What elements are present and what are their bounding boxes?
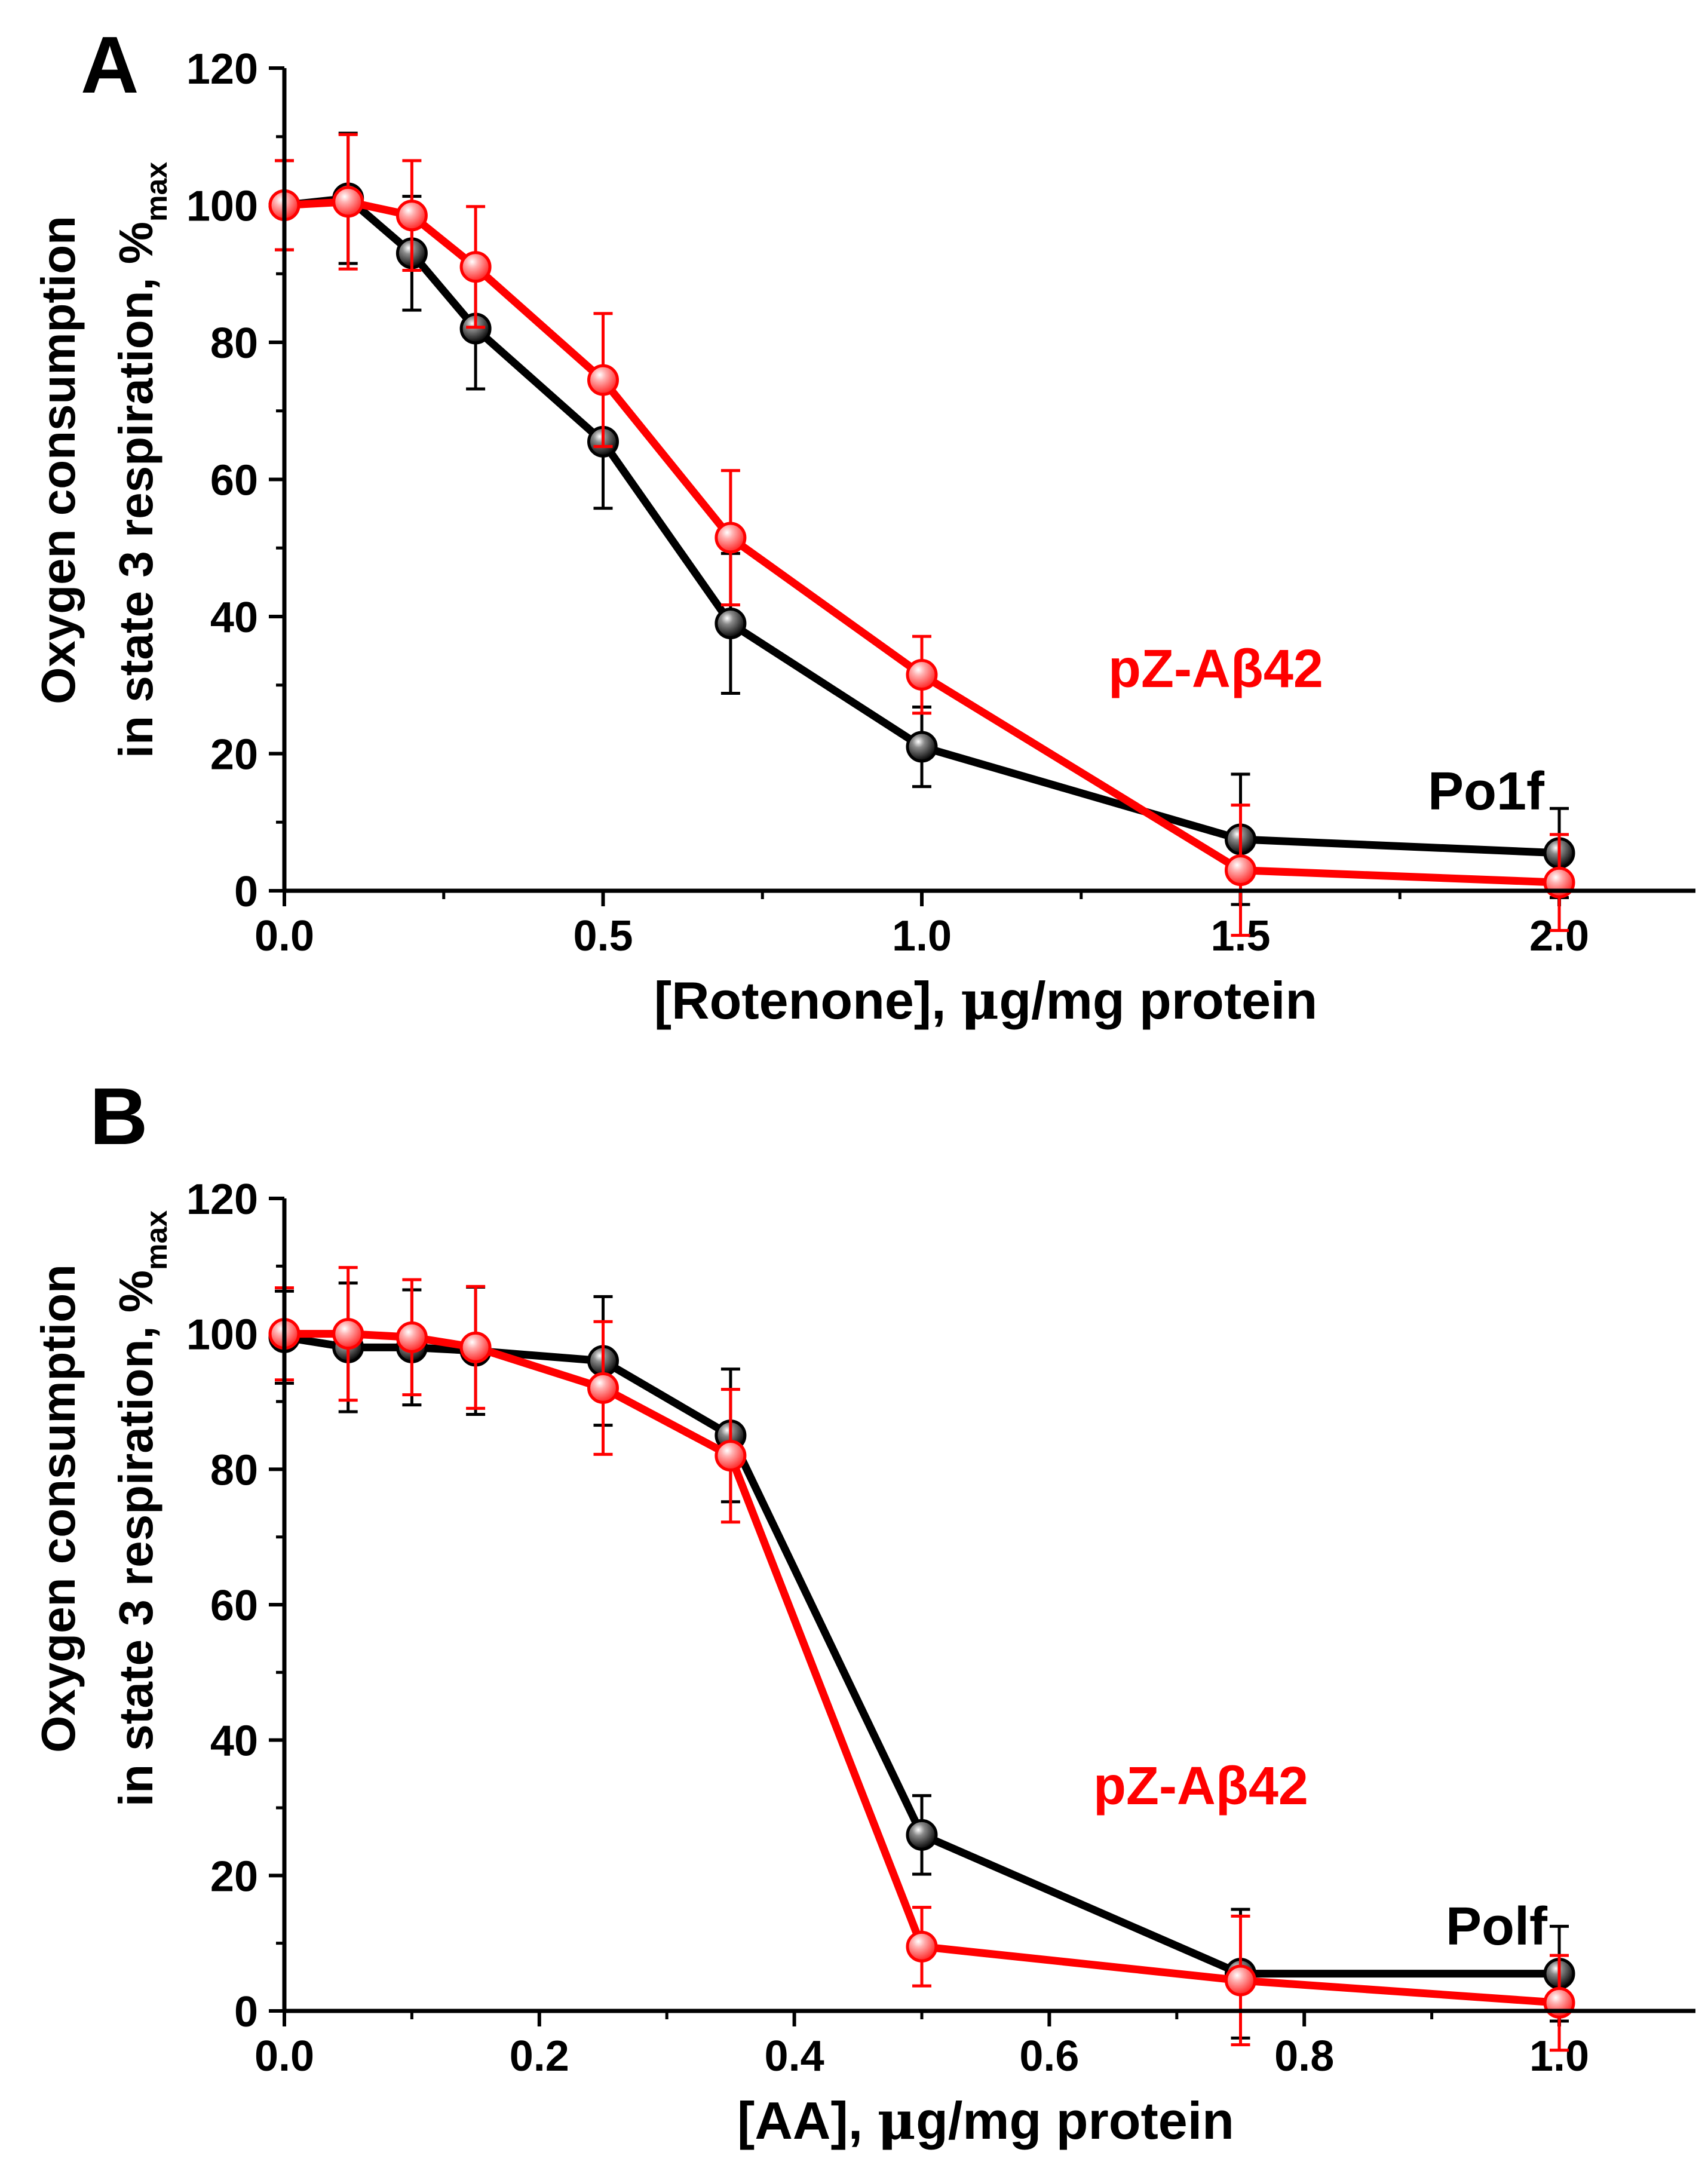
data-point xyxy=(459,251,492,283)
x-tick-label: 0.0 xyxy=(254,912,314,960)
data-point xyxy=(906,731,938,763)
y-tick-label: 20 xyxy=(210,1853,258,1900)
x-tick-label: 0.5 xyxy=(573,912,633,960)
y-axis-label-line2: in state 3 respiration, %max xyxy=(109,1210,173,1807)
x-axis-label-mu: μ xyxy=(878,2089,916,2151)
x-tick-label: 0.6 xyxy=(1019,2032,1079,2080)
y-tick-label: 100 xyxy=(186,183,258,231)
y-tick-label: 0 xyxy=(234,868,258,916)
series-pz-abeta42 xyxy=(268,133,1575,937)
chart-panel-a: A Oxygen consumption in state 3 respirat… xyxy=(32,20,1695,1031)
x-tick-label: 0.2 xyxy=(510,2032,569,2080)
x-axis-label-mu: μ xyxy=(961,969,999,1031)
data-point xyxy=(906,1819,938,1851)
y-tick-label: 120 xyxy=(186,1176,258,1224)
y-tick-label: 40 xyxy=(210,1718,258,1765)
y-axis-label-line1: Oxygen consumption xyxy=(32,216,85,704)
x-tick-label: 0.4 xyxy=(765,2032,824,2080)
data-point xyxy=(395,1321,428,1353)
data-point xyxy=(715,522,747,554)
y-tick-label: 0 xyxy=(234,1988,258,2036)
series-label-pz-abeta42: pZ-Aβ42 xyxy=(1108,639,1323,699)
x-tick-label: 0.8 xyxy=(1274,2032,1334,2080)
data-point xyxy=(332,1318,364,1350)
y-tick-label: 80 xyxy=(210,320,258,367)
y-tick-label: 120 xyxy=(186,45,258,93)
y-tick-label: 40 xyxy=(210,594,258,642)
data-point xyxy=(906,1930,938,1963)
y-axis-label-text: in state 3 respiration, % xyxy=(109,1270,162,1807)
y-axis-label-line1: Oxygen consumption xyxy=(32,1264,85,1753)
data-point xyxy=(395,200,428,232)
x-axis-label-prefix: [Rotenone], xyxy=(654,971,961,1030)
data-layer xyxy=(268,131,1575,937)
data-point xyxy=(715,607,747,639)
series-label-po1f: Po1f xyxy=(1428,762,1545,821)
x-axis-label-prefix: [AA], xyxy=(737,2091,878,2150)
panel-label: A xyxy=(81,20,139,110)
y-axis-label-subscript: max xyxy=(140,162,173,222)
chart-panel-b: B Oxygen consumption in state 3 respirat… xyxy=(32,1071,1695,2151)
y-axis-label-line2: in state 3 respiration, %max xyxy=(109,162,173,758)
data-point xyxy=(1225,1964,1256,1997)
y-tick-label: 60 xyxy=(210,1582,258,1630)
x-axis-label: [AA], μg/mg protein xyxy=(737,2089,1234,2151)
x-tick-label: 1.0 xyxy=(892,912,952,960)
data-point xyxy=(906,659,938,691)
x-axis-label-suffix: g/mg protein xyxy=(999,971,1317,1030)
data-point xyxy=(587,1372,619,1404)
data-point xyxy=(332,186,364,218)
y-axis-label-subscript: max xyxy=(140,1210,173,1270)
panel-label: B xyxy=(90,1071,148,1161)
data-point xyxy=(715,1440,747,1472)
data-point xyxy=(587,364,619,396)
y-tick-label: 20 xyxy=(210,731,258,779)
x-tick-label: 0.0 xyxy=(254,2032,314,2080)
x-axis-label-suffix: g/mg protein xyxy=(916,2091,1234,2150)
y-tick-label: 60 xyxy=(210,457,258,505)
series-label-pz-abeta42: pZ-Aβ42 xyxy=(1093,1756,1308,1816)
series-label-polf: Polf xyxy=(1446,1897,1548,1957)
y-axis-label-text: in state 3 respiration, % xyxy=(109,222,162,758)
y-tick-label: 80 xyxy=(210,1446,258,1494)
y-tick-label: 100 xyxy=(186,1311,258,1359)
data-point xyxy=(459,1331,492,1363)
data-layer xyxy=(268,1266,1575,2052)
data-point xyxy=(1225,854,1256,887)
x-axis-label: [Rotenone], μg/mg protein xyxy=(654,969,1318,1031)
